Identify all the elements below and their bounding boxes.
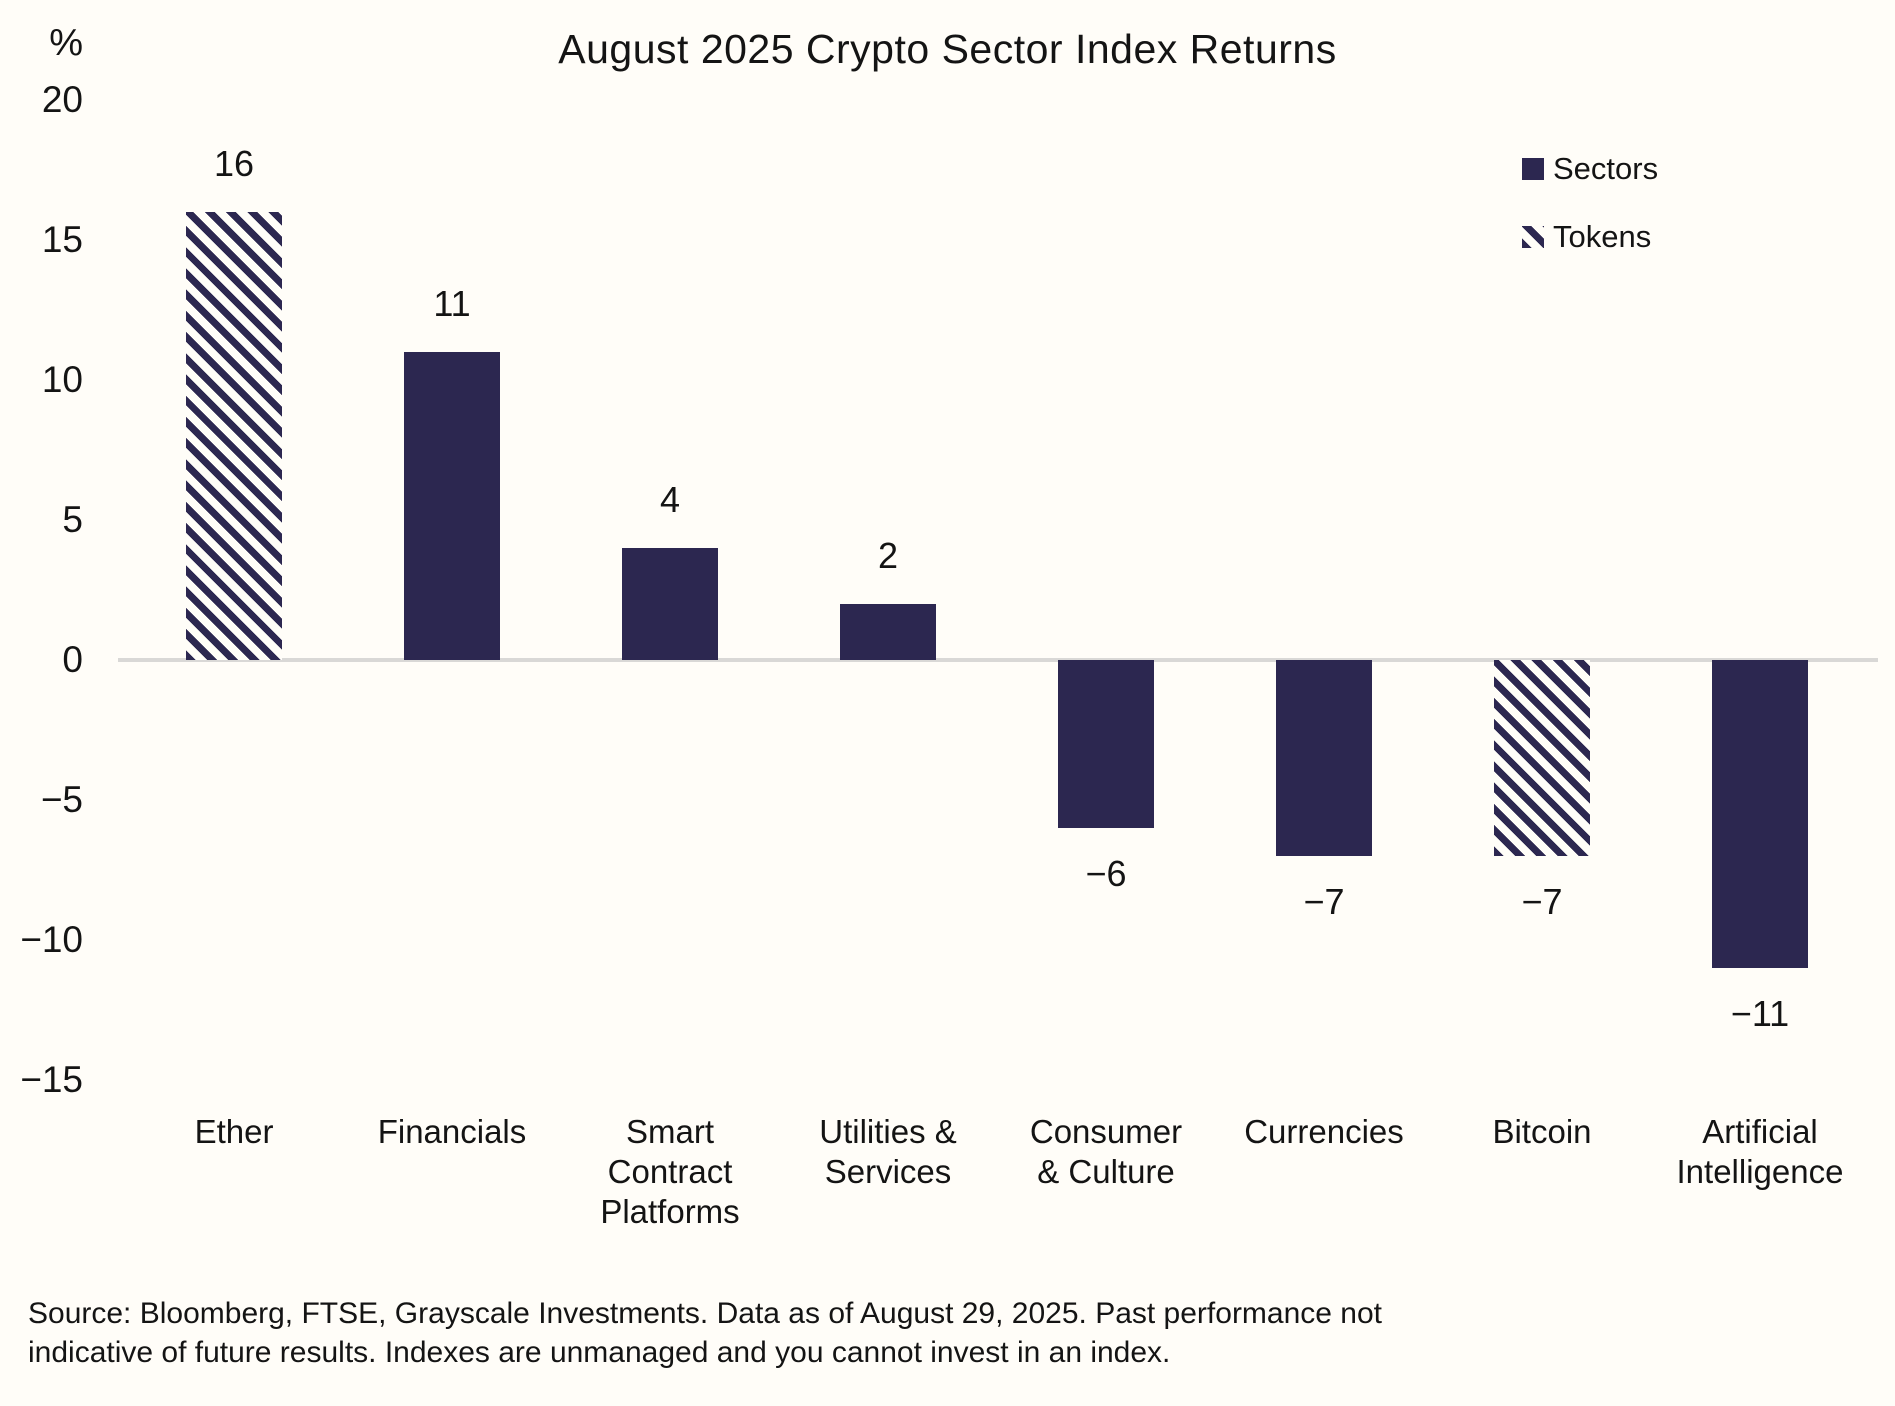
bar-value-label: 2 — [877, 535, 899, 576]
bar-artificial-intelligence — [1712, 660, 1808, 968]
chart-title: August 2025 Crypto Sector Index Returns — [558, 26, 1337, 72]
y-axis-unit-label: % — [49, 22, 83, 64]
source-note: Source: Bloomberg, FTSE, Grayscale Inves… — [28, 1294, 1868, 1372]
y-tick-label: −10 — [20, 919, 83, 960]
y-tick-label: 20 — [41, 79, 83, 120]
bar-bitcoin — [1494, 660, 1590, 856]
y-tick-label: 5 — [62, 499, 83, 540]
bar-ether — [186, 212, 282, 660]
category-label-currencies: Currencies — [1244, 1113, 1404, 1150]
category-label-bitcoin: Bitcoin — [1492, 1113, 1592, 1150]
bar-value-label: 11 — [433, 283, 471, 324]
y-tick-label: −5 — [40, 779, 83, 820]
category-label-utilities-services: Utilities & Services — [819, 1113, 957, 1190]
source-line: indicative of future results. Indexes ar… — [28, 1336, 1171, 1369]
bar-financials — [404, 352, 500, 660]
y-tick-label: 10 — [41, 359, 83, 400]
legend-label: Tokens — [1553, 219, 1652, 254]
bar-utilities-services — [840, 604, 936, 660]
category-label-consumer-culture: Consumer & Culture — [1029, 1113, 1183, 1190]
bar-value-label: −11 — [1730, 993, 1790, 1034]
source-line: Source: Bloomberg, FTSE, Grayscale Inves… — [28, 1297, 1383, 1330]
bar-currencies — [1276, 660, 1372, 856]
bar-smart-contract-platforms — [622, 548, 718, 660]
bar-value-label: −7 — [1521, 881, 1563, 922]
bar-value-label: −6 — [1085, 853, 1127, 894]
category-label-financials: Financials — [377, 1113, 527, 1150]
legend-item-sectors: Sectors — [1522, 151, 1658, 186]
zero-baseline — [118, 658, 1878, 662]
y-tick-label: 15 — [41, 219, 83, 260]
legend-swatch-tokens — [1522, 226, 1544, 248]
legend-swatch-sectors — [1522, 158, 1544, 180]
category-label-smart-contract-platforms: Smart Contract Platforms — [600, 1113, 740, 1230]
bar-value-label: −7 — [1303, 881, 1345, 922]
category-label-artificial-intelligence: Artificial Intelligence — [1676, 1113, 1844, 1190]
bar-consumer-culture — [1058, 660, 1154, 828]
y-tick-label: 0 — [62, 639, 83, 680]
bar-value-label: 16 — [213, 143, 255, 184]
y-tick-label: −15 — [20, 1059, 83, 1100]
legend-item-tokens: Tokens — [1522, 219, 1651, 254]
legend-label: Sectors — [1553, 151, 1659, 186]
category-label-ether: Ether — [194, 1113, 274, 1150]
bar-value-label: 4 — [659, 479, 681, 520]
